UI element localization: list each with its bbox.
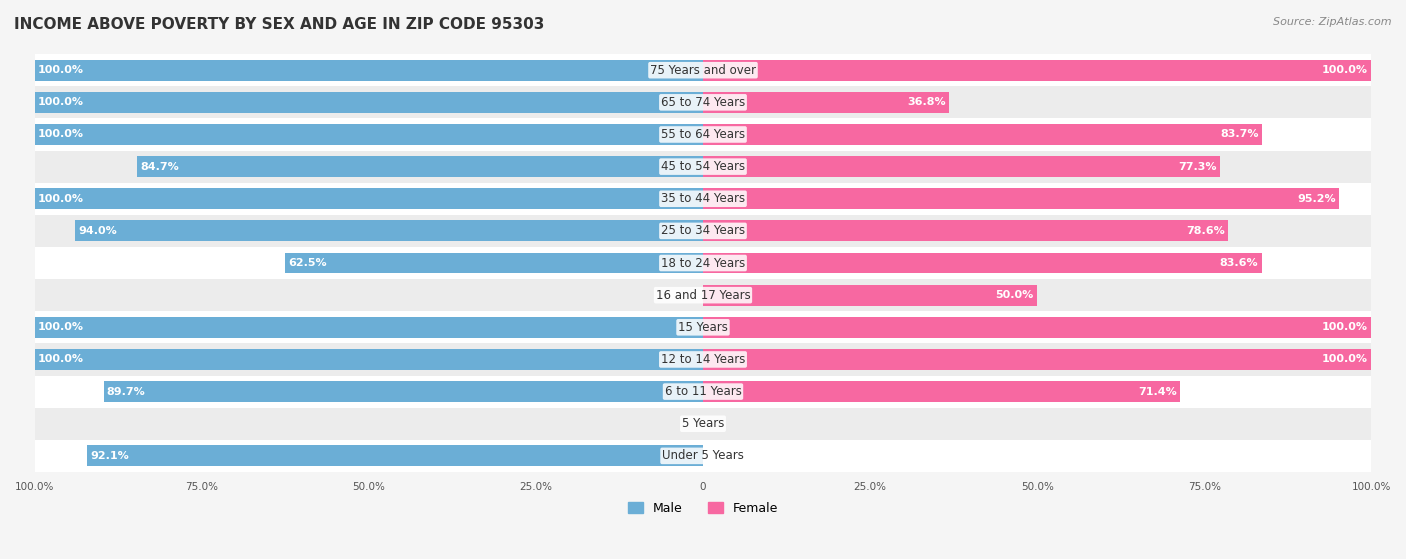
Bar (35, 60, 703, 80)
Legend: Male, Female: Male, Female (623, 497, 783, 520)
Bar (35, 86, 1371, 119)
Text: 100.0%: 100.0% (1322, 323, 1368, 332)
Text: 100.0%: 100.0% (1322, 65, 1368, 75)
Text: 100.0%: 100.0% (38, 354, 84, 364)
Bar (35, 124, 703, 145)
Text: 36.8%: 36.8% (907, 97, 946, 107)
Bar (703, 220, 1229, 241)
Text: 6 to 11 Years: 6 to 11 Years (665, 385, 741, 398)
Bar (35, 343, 1371, 376)
Text: 15 Years: 15 Years (678, 321, 728, 334)
Text: 55 to 64 Years: 55 to 64 Years (661, 128, 745, 141)
Bar (703, 381, 1180, 402)
Text: 45 to 54 Years: 45 to 54 Years (661, 160, 745, 173)
Bar (35, 279, 1371, 311)
Text: 78.6%: 78.6% (1187, 226, 1225, 236)
Text: Under 5 Years: Under 5 Years (662, 449, 744, 462)
Text: 100.0%: 100.0% (38, 194, 84, 203)
Bar (35, 317, 703, 338)
Bar (703, 156, 1219, 177)
Bar (35, 92, 703, 113)
Bar (35, 119, 1371, 150)
Bar (703, 285, 1038, 306)
Bar (703, 92, 949, 113)
Text: 5 Years: 5 Years (682, 417, 724, 430)
Bar (35, 54, 1371, 86)
Bar (35, 150, 1371, 183)
Text: 35 to 44 Years: 35 to 44 Years (661, 192, 745, 205)
Bar (703, 317, 1371, 338)
Text: 95.2%: 95.2% (1298, 194, 1336, 203)
Text: 25 to 34 Years: 25 to 34 Years (661, 224, 745, 238)
Text: 83.6%: 83.6% (1220, 258, 1258, 268)
Text: 77.3%: 77.3% (1178, 162, 1216, 172)
Bar (703, 253, 1261, 273)
Bar (104, 381, 703, 402)
Text: 71.4%: 71.4% (1137, 387, 1177, 396)
Bar (703, 60, 1371, 80)
Text: 16 and 17 Years: 16 and 17 Years (655, 288, 751, 302)
Bar (35, 408, 1371, 440)
Text: 50.0%: 50.0% (995, 290, 1033, 300)
Text: 92.1%: 92.1% (91, 451, 129, 461)
Bar (35, 311, 1371, 343)
Text: 100.0%: 100.0% (38, 130, 84, 140)
Bar (703, 349, 1371, 370)
Bar (35, 376, 1371, 408)
Text: Source: ZipAtlas.com: Source: ZipAtlas.com (1274, 17, 1392, 27)
Text: 89.7%: 89.7% (107, 387, 146, 396)
Text: 100.0%: 100.0% (1322, 354, 1368, 364)
Bar (35, 188, 703, 209)
Text: 18 to 24 Years: 18 to 24 Years (661, 257, 745, 269)
Bar (136, 156, 703, 177)
Bar (35, 247, 1371, 279)
Bar (75, 220, 703, 241)
Text: 62.5%: 62.5% (288, 258, 328, 268)
Text: 83.7%: 83.7% (1220, 130, 1258, 140)
Text: INCOME ABOVE POVERTY BY SEX AND AGE IN ZIP CODE 95303: INCOME ABOVE POVERTY BY SEX AND AGE IN Z… (14, 17, 544, 32)
Bar (703, 124, 1263, 145)
Text: 12 to 14 Years: 12 to 14 Years (661, 353, 745, 366)
Bar (35, 349, 703, 370)
Bar (35, 215, 1371, 247)
Bar (285, 253, 703, 273)
Bar (35, 183, 1371, 215)
Bar (703, 188, 1340, 209)
Text: 100.0%: 100.0% (38, 65, 84, 75)
Text: 65 to 74 Years: 65 to 74 Years (661, 96, 745, 109)
Text: 100.0%: 100.0% (38, 97, 84, 107)
Text: 84.7%: 84.7% (141, 162, 179, 172)
Text: 75 Years and over: 75 Years and over (650, 64, 756, 77)
Text: 100.0%: 100.0% (38, 323, 84, 332)
Bar (35, 440, 1371, 472)
Text: 94.0%: 94.0% (79, 226, 117, 236)
Bar (87, 446, 703, 466)
